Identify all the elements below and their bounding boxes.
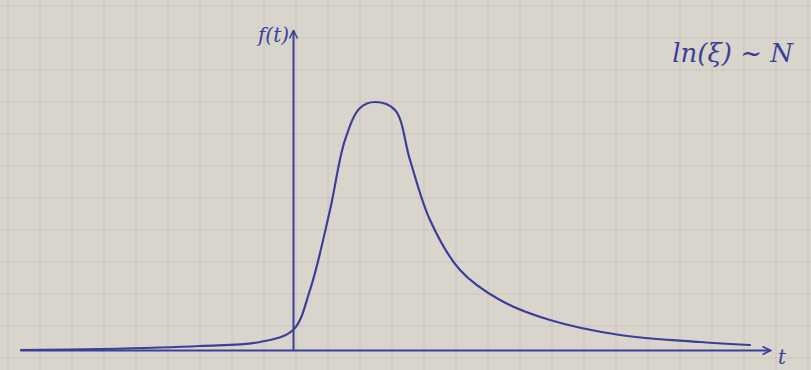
annotation: ln(ξ) ~ N [672,38,794,68]
paper-line [0,262,811,263]
x-axis-line [21,350,771,352]
paper-line [392,0,393,370]
paper-line [168,0,169,370]
paper-line [136,0,137,370]
plot-area [20,102,750,350]
paper-line [72,0,73,370]
paper-line [488,0,489,370]
paper-line [360,0,361,370]
paper-line [0,198,811,199]
paper-line [456,0,457,370]
paper-line [0,134,811,135]
paper-line [808,0,809,370]
y-axis-line [293,31,295,351]
y-axis [293,31,294,351]
paper-line [0,326,811,327]
density-curve [20,102,750,350]
paper-line [552,0,553,370]
paper-line [584,0,585,370]
paper-line [200,0,201,370]
paper-line [0,102,811,103]
paper-line [0,166,811,167]
y-axis-title: f(t) [256,23,289,47]
paper-line [520,0,521,370]
paper-line [264,0,265,370]
paper [0,0,811,370]
paper-bg [0,0,811,370]
paper-line [0,294,811,295]
paper-line [0,70,811,71]
x-axis-title: t [778,345,787,369]
canvas: f(t) t ln(ξ) ~ N [0,0,811,370]
paper-line [424,0,425,370]
paper-line [0,358,811,359]
paper-line [648,0,649,370]
paper-line [0,230,811,231]
paper-line [232,0,233,370]
paper-line [328,0,329,370]
paper-line [0,6,811,7]
paper-line [616,0,617,370]
paper-line [40,0,41,370]
paper-line [296,0,297,370]
paper-line [104,0,105,370]
x-axis [21,350,771,351]
paper-line [8,0,9,370]
